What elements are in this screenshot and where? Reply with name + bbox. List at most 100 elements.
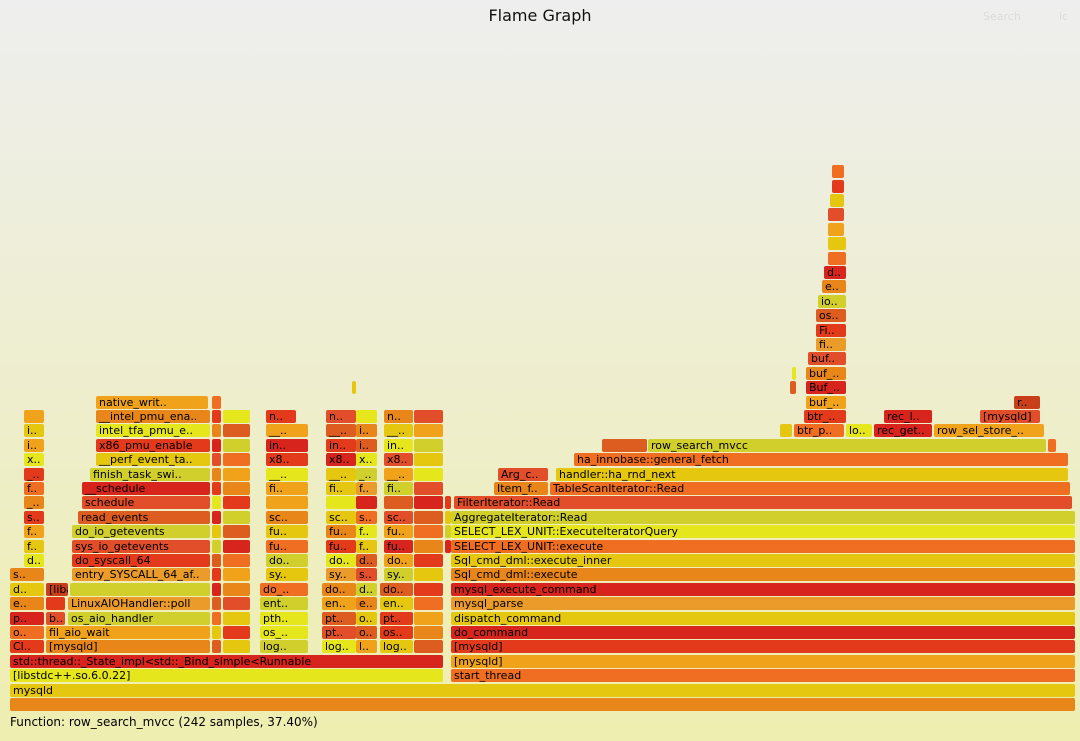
frame[interactable]: do_.. <box>260 583 308 596</box>
frame[interactable]: log.. <box>260 640 308 653</box>
frame[interactable]: __.. <box>266 468 308 481</box>
frame[interactable] <box>223 540 250 553</box>
frame[interactable]: handler::ha_rnd_next <box>556 468 1068 481</box>
frame[interactable]: fi.. <box>384 482 413 495</box>
frame[interactable] <box>602 439 647 452</box>
frame[interactable] <box>792 367 796 380</box>
frame[interactable]: mysql_parse <box>451 597 1075 610</box>
frame[interactable]: __.. <box>384 468 413 481</box>
frame[interactable]: btr_p.. <box>794 424 844 437</box>
frame[interactable]: Fi.. <box>816 324 846 337</box>
frame[interactable]: Arg_c.. <box>498 468 548 481</box>
frame[interactable] <box>212 554 221 567</box>
frame[interactable]: row_search_mvcc <box>648 439 1046 452</box>
frame[interactable] <box>414 482 443 495</box>
frame[interactable] <box>445 496 451 509</box>
frame[interactable]: do.. <box>322 583 356 596</box>
frame[interactable]: intel_tfa_pmu_e.. <box>96 424 210 437</box>
frame[interactable]: os.. <box>380 626 413 639</box>
frame[interactable] <box>384 496 413 509</box>
frame[interactable]: f.. <box>24 525 44 538</box>
frame[interactable] <box>223 525 250 538</box>
frame[interactable] <box>414 640 443 653</box>
frame[interactable]: f.. <box>356 482 377 495</box>
frame[interactable] <box>223 424 250 437</box>
frame[interactable] <box>356 496 377 509</box>
frame[interactable] <box>223 410 250 423</box>
frame[interactable]: pth.. <box>260 612 308 625</box>
frame[interactable]: [mysqld] <box>451 655 1075 668</box>
frame[interactable]: btr_.. <box>804 410 846 423</box>
frame[interactable] <box>266 496 308 509</box>
frame[interactable]: [libstdc++.so.6.0.22] <box>10 669 443 682</box>
frame[interactable] <box>223 482 250 495</box>
frame[interactable]: do.. <box>266 554 308 567</box>
frame[interactable]: fu.. <box>266 525 308 538</box>
frame[interactable]: ent.. <box>260 597 308 610</box>
frame[interactable]: sy.. <box>384 568 413 581</box>
frame[interactable] <box>414 568 443 581</box>
frame[interactable]: o.. <box>356 612 377 625</box>
frame[interactable] <box>24 410 44 423</box>
ignore-case-toggle[interactable]: ic <box>1059 10 1069 23</box>
frame[interactable]: start_thread <box>451 669 1075 682</box>
frame[interactable]: os_.. <box>260 626 308 639</box>
frame[interactable] <box>223 640 250 653</box>
frame[interactable] <box>223 612 250 625</box>
frame[interactable]: fu.. <box>384 525 413 538</box>
frame[interactable] <box>212 612 221 625</box>
frame[interactable]: x8.. <box>384 453 413 466</box>
frame[interactable]: d.. <box>356 554 377 567</box>
frame[interactable]: TableScanIterator::Read <box>550 482 1070 495</box>
frame[interactable] <box>212 424 221 437</box>
frame[interactable] <box>212 640 221 653</box>
frame[interactable]: l.. <box>356 640 377 653</box>
frame[interactable] <box>70 583 210 596</box>
frame[interactable] <box>828 237 846 250</box>
frame[interactable]: Sql_cmd_dml::execute <box>451 568 1075 581</box>
frame[interactable] <box>830 194 844 207</box>
frame[interactable]: __.. <box>326 468 356 481</box>
frame[interactable] <box>414 511 443 524</box>
frame[interactable] <box>223 583 250 596</box>
frame[interactable] <box>414 583 443 596</box>
frame[interactable]: __.. <box>326 424 356 437</box>
frame[interactable]: o.. <box>356 626 377 639</box>
frame[interactable] <box>326 496 356 509</box>
frame[interactable] <box>832 165 844 178</box>
frame[interactable]: r.. <box>1014 396 1040 409</box>
frame[interactable]: o.. <box>10 626 44 639</box>
frame[interactable]: d.. <box>824 266 846 279</box>
frame[interactable]: mysqld <box>10 684 1075 697</box>
frame[interactable]: std::thread::_State_impl<std::_Bind_simp… <box>10 655 443 668</box>
frame[interactable]: x8.. <box>266 453 308 466</box>
frame[interactable]: n.. <box>384 410 413 423</box>
frame[interactable]: f.. <box>356 540 377 553</box>
frame[interactable] <box>212 468 221 481</box>
frame[interactable] <box>445 511 451 524</box>
frame[interactable]: pt.. <box>322 612 356 625</box>
frame[interactable]: __intel_pmu_ena.. <box>96 410 210 423</box>
frame[interactable] <box>414 597 443 610</box>
frame[interactable]: FilterIterator::Read <box>454 496 1072 509</box>
frame[interactable] <box>445 540 451 553</box>
frame[interactable] <box>828 252 846 265</box>
frame[interactable] <box>414 540 443 553</box>
frame[interactable]: p.. <box>10 612 44 625</box>
frame[interactable] <box>46 597 65 610</box>
frame[interactable]: sy.. <box>266 568 308 581</box>
frame[interactable]: fi.. <box>816 338 846 351</box>
frame[interactable]: fi.. <box>326 482 356 495</box>
frame[interactable]: _.. <box>24 496 44 509</box>
frame[interactable]: ha_innobase::general_fetch <box>574 453 1068 466</box>
frame[interactable]: buf.. <box>808 352 846 365</box>
frame[interactable]: fi.. <box>266 482 308 495</box>
frame[interactable]: i.. <box>356 424 377 437</box>
frame[interactable]: rec_l.. <box>884 410 932 423</box>
frame[interactable]: __.. <box>384 424 413 437</box>
frame[interactable] <box>780 424 792 437</box>
frame[interactable]: _.. <box>24 468 44 481</box>
frame[interactable]: pt.. <box>322 626 356 639</box>
frame[interactable]: s.. <box>356 511 377 524</box>
frame[interactable]: [mysqld] <box>46 640 210 653</box>
